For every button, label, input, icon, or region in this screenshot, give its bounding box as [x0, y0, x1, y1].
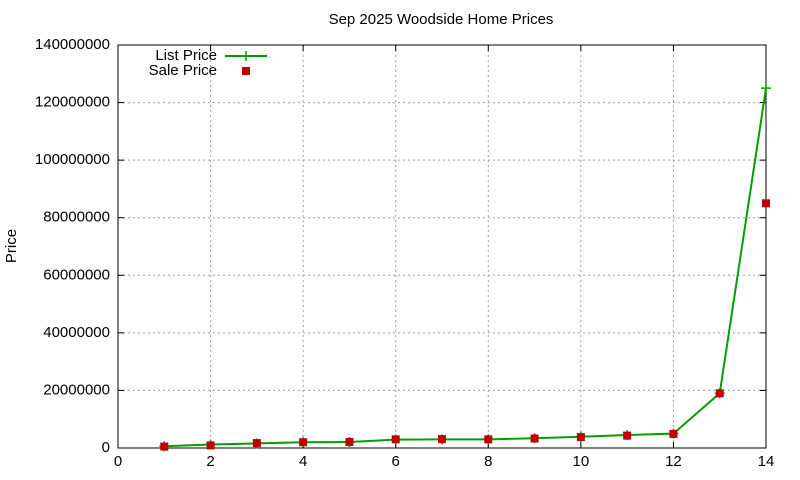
y-tick-label: 0: [102, 439, 110, 456]
x-tick-label: 0: [114, 453, 122, 470]
data-point: [160, 442, 169, 451]
y-tick-label: 120000000: [35, 94, 110, 111]
legend-label: List Price: [155, 47, 217, 64]
data-point: [345, 437, 354, 446]
data-point: [715, 389, 724, 398]
y-tick-label: 80000000: [43, 209, 110, 226]
series-line: [164, 88, 767, 448]
y-tick-label: 100000000: [35, 151, 110, 168]
data-point: [252, 439, 261, 448]
y-tick-label: 20000000: [43, 381, 110, 398]
data-point: [206, 441, 215, 450]
y-tick-label: 140000000: [35, 36, 110, 53]
data-point: [484, 435, 493, 444]
x-tick-label: 8: [484, 453, 492, 470]
data-point: [530, 434, 539, 443]
chart-title: Sep 2025 Woodside Home Prices: [329, 11, 554, 28]
data-point: [576, 433, 585, 442]
x-tick-label: 12: [665, 453, 682, 470]
data-point: [623, 431, 632, 440]
data-point: [762, 199, 770, 208]
plot-frame: [117, 44, 767, 449]
data-point: [761, 83, 771, 94]
x-tick-label: 14: [758, 453, 775, 470]
data-point: [299, 438, 308, 447]
x-tick-label: 10: [573, 453, 590, 470]
data-point: [391, 435, 400, 444]
x-tick-label: 4: [299, 453, 307, 470]
data-point: [669, 429, 678, 438]
y-axis-label: Price: [3, 229, 20, 263]
data-point: [438, 435, 446, 444]
y-tick-label: 40000000: [43, 324, 110, 341]
legend-marker: [241, 51, 251, 61]
legend-label: Sale Price: [149, 62, 217, 79]
x-tick-label: 6: [392, 453, 400, 470]
legend-marker: [242, 67, 250, 75]
x-tick-label: 2: [206, 453, 214, 470]
y-tick-label: 60000000: [43, 266, 110, 283]
